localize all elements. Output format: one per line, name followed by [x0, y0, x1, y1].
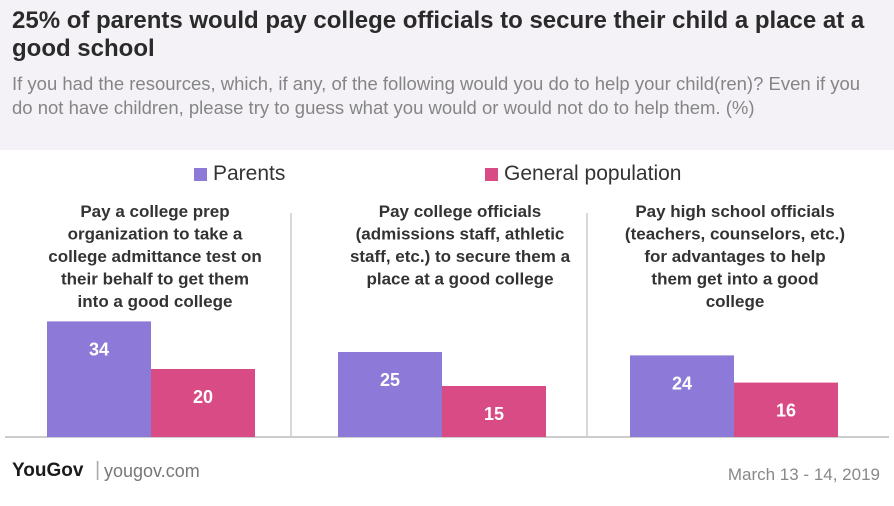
data-label-general-population-1: 20 — [193, 387, 213, 407]
data-label-parents-3: 24 — [672, 373, 692, 393]
bar-general-population-3 — [734, 382, 838, 437]
category-label-1-line-3: college admittance test on — [48, 247, 262, 266]
category-label-3-line-5: college — [706, 292, 765, 311]
legend-swatch-general — [485, 167, 498, 181]
yougov-logo: YouGov — [12, 460, 84, 481]
legend-label-parents: Parents — [213, 162, 286, 185]
bar-parents-2 — [338, 352, 442, 437]
category-label-3-line-2: (teachers, counselors, etc.) — [625, 225, 845, 244]
category-label-3-line-4: them get into a good — [651, 270, 818, 289]
bar-general-population-1 — [151, 369, 255, 437]
category-label-2-line-3: staff, etc.) to secure them a — [350, 247, 571, 266]
category-label-1-line-5: into a good college — [78, 292, 233, 311]
data-label-general-population-2: 15 — [484, 404, 504, 424]
category-label-1-line-2: organization to take a — [68, 225, 243, 244]
chart-subtitle: If you had the resources, which, if any,… — [12, 73, 861, 118]
data-label-parents-2: 25 — [380, 370, 400, 390]
bar-chart: Pay a college prep organization to take a… — [5, 202, 889, 438]
legend-item-general: General population — [485, 161, 681, 187]
chart-header: 25% of parents would pay college officia… — [0, 0, 894, 150]
chart-title: 25% of parents would pay college officia… — [12, 7, 865, 62]
footer-date: March 13 - 14, 2019 — [727, 465, 880, 484]
bar-parents-1 — [47, 321, 151, 437]
footer-separator: | — [95, 459, 101, 481]
data-label-parents-1: 34 — [89, 339, 109, 359]
legend-swatch-parents — [194, 167, 207, 181]
data-label-general-population-3: 16 — [776, 401, 796, 421]
category-label-2-line-2: (admissions staff, athletic — [356, 225, 565, 244]
category-label-3-line-3: for advantages to help — [644, 247, 825, 266]
category-label-2-line-1: Pay college officials — [379, 202, 542, 221]
category-label-1-line-1: Pay a college prep — [80, 202, 229, 221]
legend-item-parents: Parents — [194, 161, 285, 187]
bar-parents-3 — [630, 355, 734, 437]
legend-label-general: General population — [504, 162, 682, 185]
bar-general-population-2 — [442, 386, 546, 437]
category-label-3-line-1: Pay high school officials — [635, 202, 834, 221]
category-label-2-line-4: place at a good college — [366, 270, 553, 289]
footer-site: yougov.com — [104, 461, 200, 481]
category-label-1-line-4: their behalf to get them — [61, 270, 249, 289]
